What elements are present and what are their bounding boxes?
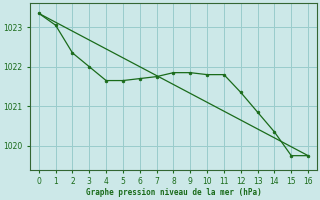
X-axis label: Graphe pression niveau de la mer (hPa): Graphe pression niveau de la mer (hPa) xyxy=(85,188,261,197)
